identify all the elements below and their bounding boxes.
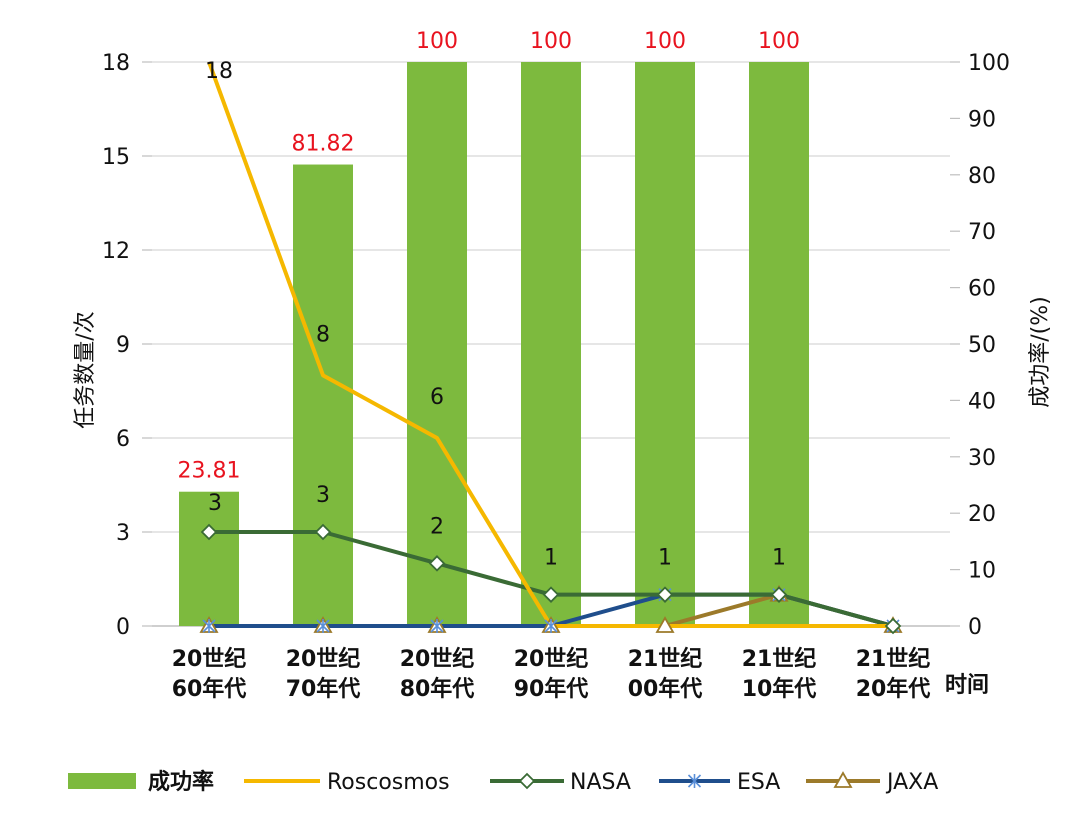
legend-marker — [518, 772, 536, 790]
legend-label: NASA — [570, 770, 631, 795]
right-tick-label: 10 — [968, 559, 996, 584]
x-axis-title: 时间 — [945, 673, 989, 698]
legend-label: ESA — [737, 770, 780, 795]
left-y-axis: 0 3 6 9 12 15 18 — [102, 51, 152, 640]
left-tick-label: 6 — [116, 427, 130, 452]
x-tick-label: 21世纪 — [742, 646, 817, 672]
legend-swatch-success-rate — [68, 773, 136, 789]
line-data-label: 8 — [316, 322, 330, 347]
x-tick-label: 70年代 — [286, 676, 361, 702]
data-labels: 23.81 81.82 100 100 100 100 18 8 6 3 3 2 1 1 1 — [178, 29, 800, 571]
left-tick-label: 15 — [102, 145, 130, 170]
success-rate-bar — [635, 62, 695, 626]
left-y-axis-title: 任务数量/次 — [73, 311, 98, 428]
success-rate-bar — [293, 164, 353, 626]
right-tick-label: 0 — [968, 615, 982, 640]
line-data-label: 6 — [430, 385, 444, 410]
x-tick-label: 20世纪 — [286, 646, 361, 672]
x-tick-label: 20世纪 — [514, 646, 589, 672]
right-tick-label: 60 — [968, 277, 996, 302]
line-data-label: 3 — [208, 491, 222, 516]
bar-data-label: 100 — [644, 29, 686, 54]
right-tick-label: 70 — [968, 220, 996, 245]
bar-data-label: 100 — [530, 29, 572, 54]
bar-data-label: 100 — [758, 29, 800, 54]
esa-marker — [544, 619, 558, 633]
series-markers — [199, 523, 903, 635]
success-rate-bar — [749, 62, 809, 626]
bar-data-label: 23.81 — [178, 459, 241, 484]
right-tick-label: 50 — [968, 333, 996, 358]
legend-label: 成功率 — [148, 769, 214, 795]
esa-marker — [430, 619, 444, 633]
x-tick-label: 60年代 — [172, 676, 247, 702]
right-tick-label: 30 — [968, 446, 996, 471]
success-rate-bar — [521, 62, 581, 626]
left-tick-label: 18 — [102, 51, 130, 76]
line-data-label: 1 — [658, 546, 672, 571]
nasa-marker — [428, 555, 446, 572]
legend-label: JAXA — [885, 770, 938, 795]
right-tick-label: 40 — [968, 389, 996, 414]
legend-label: Roscosmos — [327, 770, 450, 795]
success-rate-bars — [179, 62, 809, 626]
esa-marker — [316, 619, 330, 633]
legend-marker — [687, 774, 702, 788]
line-data-label: 2 — [430, 514, 444, 539]
success-rate-bar — [179, 491, 239, 626]
x-tick-label: 80年代 — [400, 676, 475, 702]
success-rate-bar — [407, 62, 467, 626]
x-tick-label: 00年代 — [628, 676, 703, 702]
left-tick-label: 9 — [116, 333, 130, 358]
line-data-label: 1 — [544, 546, 558, 571]
right-y-axis: 0 10 20 30 40 50 60 70 80 90 100 — [950, 51, 1010, 640]
legend-marker — [833, 771, 853, 788]
bar-data-label: 100 — [416, 29, 458, 54]
legend: 成功率 Roscosmos NASA ESA JAXA — [68, 769, 938, 795]
nasa-marker — [542, 586, 560, 603]
x-tick-label: 20世纪 — [400, 646, 475, 672]
line-data-label: 18 — [205, 59, 233, 84]
x-tick-label: 21世纪 — [856, 646, 931, 672]
x-tick-label: 20世纪 — [172, 646, 247, 672]
line-data-label: 1 — [772, 546, 786, 571]
line-data-label: 3 — [316, 483, 330, 508]
x-tick-label: 90年代 — [514, 676, 589, 702]
right-tick-label: 20 — [968, 502, 996, 527]
left-tick-label: 12 — [102, 239, 130, 264]
jaxa-marker — [655, 616, 675, 633]
x-tick-label: 10年代 — [742, 676, 817, 702]
nasa-marker — [314, 523, 332, 541]
x-tick-label: 21世纪 — [628, 646, 703, 672]
nasa-marker — [770, 586, 788, 603]
right-tick-label: 100 — [968, 51, 1010, 76]
nasa-marker — [884, 617, 902, 635]
bar-data-label: 81.82 — [292, 132, 355, 157]
right-tick-label: 80 — [968, 164, 996, 189]
nasa-marker — [200, 523, 218, 541]
esa-marker — [202, 619, 216, 633]
left-tick-label: 0 — [116, 615, 130, 640]
left-tick-label: 3 — [116, 521, 130, 546]
right-y-axis-title: 成功率/(%) — [1028, 296, 1053, 407]
right-tick-label: 90 — [968, 107, 996, 132]
nasa-marker — [656, 586, 674, 603]
x-tick-label: 20年代 — [856, 676, 931, 702]
x-axis: 20世纪 60年代 20世纪 70年代 20世纪 80年代 20世纪 90年代 21世纪 00年代… — [172, 646, 931, 702]
